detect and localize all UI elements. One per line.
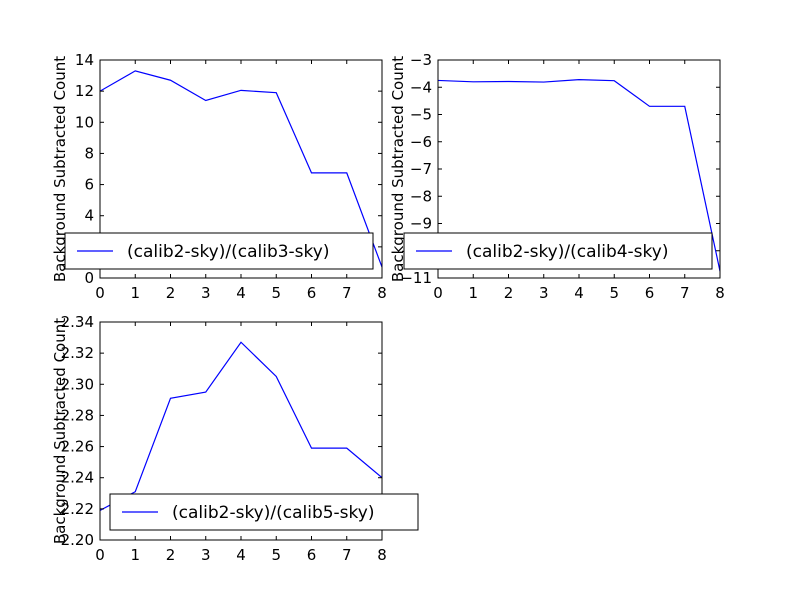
x-tick-label: 2 xyxy=(166,546,176,564)
y-tick-label: −6 xyxy=(410,133,432,151)
x-tick-label: 0 xyxy=(95,284,105,302)
y-tick-label: −9 xyxy=(410,215,432,233)
x-tick-label: 4 xyxy=(236,546,246,564)
x-tick-label: 4 xyxy=(236,284,246,302)
series-line xyxy=(100,70,382,268)
y-tick-label: 2.32 xyxy=(61,344,94,362)
y-tick-label: 10 xyxy=(75,113,94,131)
y-tick-label: 6 xyxy=(84,176,94,194)
y-tick-label: −3 xyxy=(410,51,432,69)
x-tick-label: 1 xyxy=(130,284,140,302)
x-tick-label: 8 xyxy=(377,284,387,302)
x-tick-label: 6 xyxy=(307,284,317,302)
x-tick-label: 4 xyxy=(574,284,584,302)
subplot-2: 012345678−3−4−5−6−7−8−9−10−11Background … xyxy=(389,51,725,302)
series-line xyxy=(438,79,720,272)
y-tick-label: −4 xyxy=(410,78,432,96)
y-tick-label: 2.34 xyxy=(61,313,94,331)
x-tick-label: 1 xyxy=(468,284,478,302)
legend: (calib2-sky)/(calib4-sky) xyxy=(403,232,713,270)
y-tick-label: 8 xyxy=(84,144,94,162)
x-tick-label: 0 xyxy=(95,546,105,564)
x-tick-label: 5 xyxy=(271,546,281,564)
x-tick-label: 7 xyxy=(342,546,352,564)
y-axis-label: Background Subtracted Count xyxy=(51,56,69,282)
x-tick-label: 3 xyxy=(539,284,549,302)
x-tick-label: 1 xyxy=(130,546,140,564)
legend-label: (calib2-sky)/(calib3-sky) xyxy=(127,242,329,262)
x-tick-label: 3 xyxy=(201,546,211,564)
subplot-1: 01234567802468101214Background Subtracte… xyxy=(51,51,387,302)
x-tick-label: 5 xyxy=(609,284,619,302)
legend: (calib2-sky)/(calib5-sky) xyxy=(109,493,419,531)
legend-label: (calib2-sky)/(calib5-sky) xyxy=(172,503,374,523)
y-tick-label: −8 xyxy=(410,187,432,205)
y-tick-label: 12 xyxy=(75,82,94,100)
y-tick-label: −11 xyxy=(400,269,432,287)
x-tick-label: 6 xyxy=(307,546,317,564)
y-tick-label: 2.28 xyxy=(61,406,94,424)
y-tick-label: −7 xyxy=(410,160,432,178)
x-tick-label: 0 xyxy=(433,284,443,302)
legend: (calib2-sky)/(calib3-sky) xyxy=(64,232,374,270)
x-tick-label: 6 xyxy=(645,284,655,302)
y-tick-label: 0 xyxy=(84,269,94,287)
x-tick-label: 2 xyxy=(166,284,176,302)
y-tick-label: 4 xyxy=(84,207,94,225)
y-tick-label: 2.20 xyxy=(61,531,94,549)
x-tick-label: 7 xyxy=(342,284,352,302)
y-tick-label: 2.30 xyxy=(61,375,94,393)
x-tick-label: 7 xyxy=(680,284,690,302)
y-tick-label: 2.22 xyxy=(61,500,94,518)
x-tick-label: 3 xyxy=(201,284,211,302)
x-tick-label: 8 xyxy=(715,284,725,302)
y-tick-label: 2.24 xyxy=(61,469,94,487)
y-tick-label: 2.26 xyxy=(61,438,94,456)
x-tick-label: 8 xyxy=(377,546,387,564)
subplot-3: 0 1 2 3 4 5 6 7 8 2.20 2.22 2.24 2.26 2.28 2.30 2.32 2.3… xyxy=(51,313,419,564)
legend-label: (calib2-sky)/(calib4-sky) xyxy=(466,242,668,262)
y-tick-label: 14 xyxy=(75,51,94,69)
series-line xyxy=(100,341,382,511)
x-tick-label: 5 xyxy=(271,284,281,302)
y-axis-label: Background Subtracted Count xyxy=(51,318,69,544)
y-axis-label: Background Subtracted Count xyxy=(389,56,407,282)
y-tick-label: −5 xyxy=(410,106,432,124)
x-tick-label: 2 xyxy=(504,284,514,302)
